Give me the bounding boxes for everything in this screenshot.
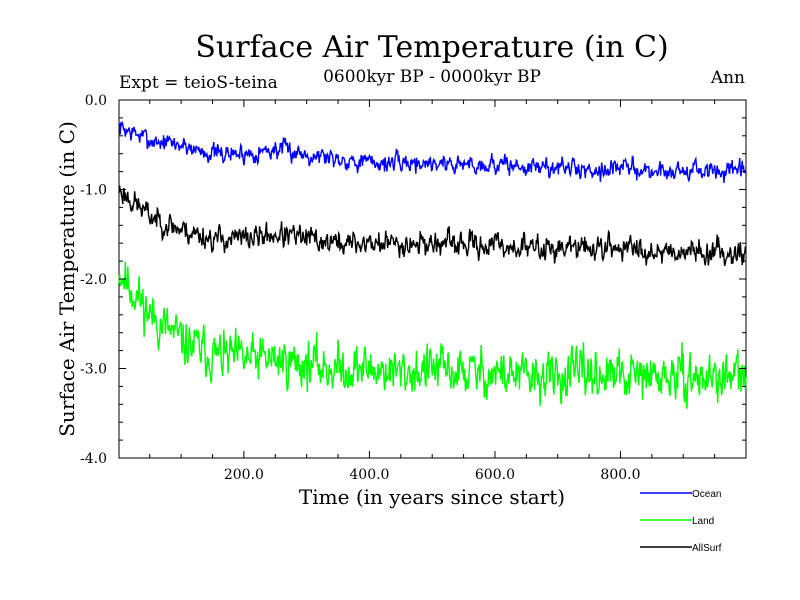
x-tick-label: 400.0 <box>349 467 389 483</box>
chart-title: Surface Air Temperature (in C) <box>195 30 668 65</box>
x-tick-label: 800.0 <box>600 467 640 483</box>
legend-label-ocean: Ocean <box>692 489 721 500</box>
series-layer <box>118 120 747 409</box>
y-tick-label: -4.0 <box>80 451 107 467</box>
plot-frame <box>118 99 747 459</box>
legend-label-allsurf: AllSurf <box>692 543 722 554</box>
series-line-allsurf <box>118 185 747 267</box>
y-tick-label: -2.0 <box>80 272 107 288</box>
tick-layer: 200.0 400.0 600.0 800.0 0.0 -1.0 -2.0 -3.0 -4.0 <box>80 93 746 483</box>
y-tick-label: -1.0 <box>80 183 107 199</box>
legend-label-land: Land <box>692 516 714 527</box>
x-axis-title: Time (in years since start) <box>299 485 565 509</box>
legend: Ocean Land AllSurf <box>640 489 722 554</box>
series-line-ocean <box>118 120 747 184</box>
y-tick-label: -3.0 <box>80 362 107 378</box>
chart-subtitle: 0600kyr BP - 0000kyr BP <box>323 67 541 87</box>
series-line-land <box>118 261 747 409</box>
x-tick-label: 200.0 <box>224 467 264 483</box>
experiment-label: Expt = teioS-teina <box>119 73 278 93</box>
y-tick-label: 0.0 <box>85 93 107 109</box>
x-tick-label: 600.0 <box>475 467 515 483</box>
y-axis-title: Surface Air Temperature (in C) <box>55 121 79 437</box>
season-label: Ann <box>710 68 745 88</box>
